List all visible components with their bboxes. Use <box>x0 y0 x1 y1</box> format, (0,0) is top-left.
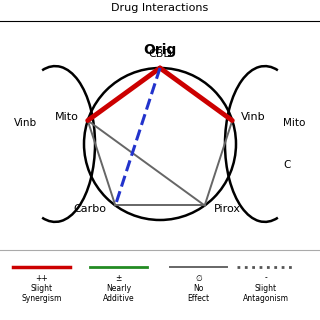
Text: C: C <box>283 160 291 170</box>
Text: Vinb: Vinb <box>14 118 37 128</box>
Text: -
Slight
Antagonism: - Slight Antagonism <box>243 274 289 303</box>
Text: Pirox: Pirox <box>214 204 241 213</box>
Text: ++
Slight
Synergism: ++ Slight Synergism <box>21 274 62 303</box>
Text: CBD: CBD <box>148 49 172 59</box>
Text: Carbo: Carbo <box>73 204 106 213</box>
Text: Mito: Mito <box>55 112 79 123</box>
Text: Drug Interactions: Drug Interactions <box>111 3 209 13</box>
Text: Orig: Orig <box>143 43 177 57</box>
Text: Vinb: Vinb <box>241 112 266 123</box>
Text: ∅
No
Effect: ∅ No Effect <box>187 274 210 303</box>
Text: Mito: Mito <box>283 118 306 128</box>
Text: ±
Nearly
Additive: ± Nearly Additive <box>103 274 134 303</box>
